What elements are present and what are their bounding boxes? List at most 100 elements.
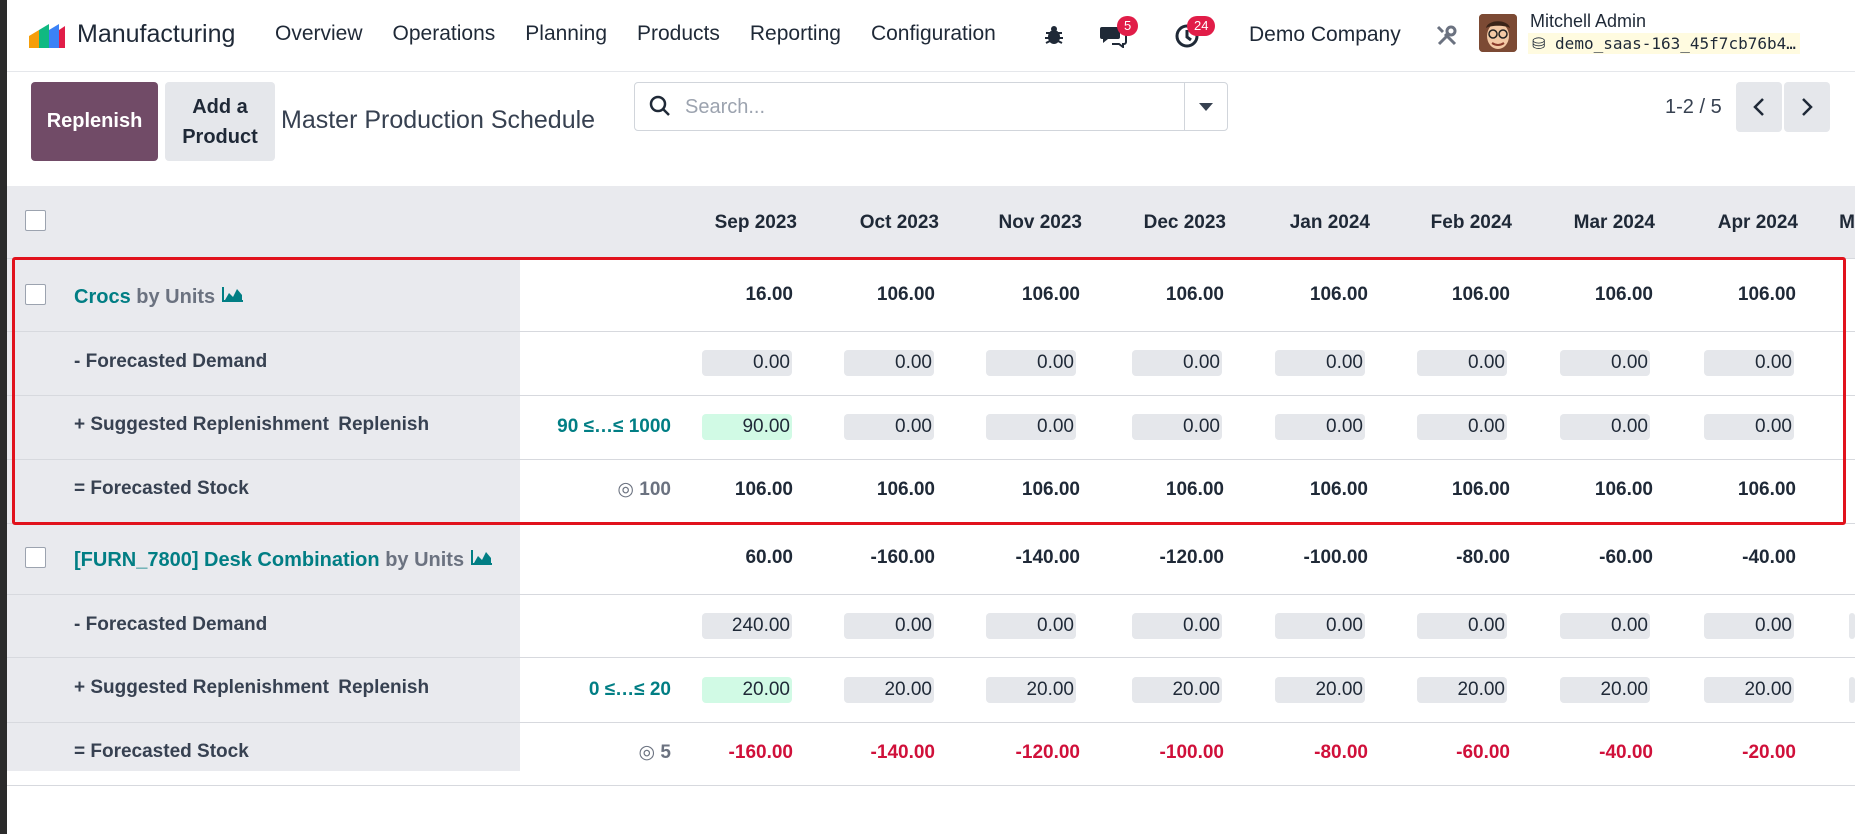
add-product-button[interactable]: Add a Product (165, 82, 275, 161)
month-header: Nov 2023 (998, 212, 1082, 233)
debug-bug-icon[interactable] (1043, 24, 1065, 46)
replenishment-input[interactable]: 20.00 (986, 677, 1076, 703)
replenish-button[interactable]: Replenish (31, 82, 158, 161)
replenishment-input[interactable]: 0.00 (1417, 414, 1507, 440)
starting-inventory-cell: -100.00 (1303, 547, 1368, 568)
top-navbar: Manufacturing Overview Operations Planni… (7, 0, 1855, 72)
forecasted-stock-cell: -140.00 (870, 742, 935, 763)
forecast-demand-input[interactable]: 0.00 (1704, 350, 1794, 376)
replenishment-input[interactable]: 0.00 (1560, 414, 1650, 440)
app-name[interactable]: Manufacturing (77, 20, 236, 48)
replenishment-input[interactable]: 20.00 (702, 677, 792, 703)
starting-inventory-cell: 106.00 (876, 284, 935, 305)
forecast-demand-input[interactable]: 0.00 (1275, 350, 1365, 376)
replenishment-input-clipped[interactable] (1849, 677, 1855, 703)
forecast-demand-input[interactable]: 240.00 (702, 613, 792, 639)
product-header-desk-combination[interactable]: [FURN_7800] Desk Combination by Units (74, 548, 494, 572)
forecast-demand-input[interactable]: 0.00 (1417, 613, 1507, 639)
search-options-toggle[interactable] (1184, 83, 1227, 130)
starting-inventory-cell: -40.00 (1742, 547, 1796, 568)
main-menu: Overview Operations Planning Products Re… (275, 22, 1026, 46)
safety-stock[interactable]: ◎ 5 (638, 742, 671, 763)
starting-inventory-cell: -140.00 (1015, 547, 1080, 568)
forecast-demand-input[interactable]: 0.00 (986, 613, 1076, 639)
forecasted-stock-label: = Forecasted Stock (74, 741, 249, 762)
pager-next-button[interactable] (1784, 82, 1830, 132)
replenishment-input[interactable]: 20.00 (1275, 677, 1365, 703)
forecasted-stock-cell: -100.00 (1159, 742, 1224, 763)
area-chart-icon[interactable] (221, 285, 245, 303)
forecast-demand-input[interactable]: 0.00 (1275, 613, 1365, 639)
menu-configuration[interactable]: Configuration (870, 22, 996, 45)
row-replenish-link[interactable]: Replenish (338, 414, 430, 435)
pager-previous-button[interactable] (1736, 82, 1782, 132)
area-chart-icon[interactable] (470, 548, 494, 566)
min-max-range[interactable]: 0 ≤…≤ 20 (588, 679, 671, 700)
database-icon: ⛁ (1532, 34, 1556, 53)
menu-products[interactable]: Products (637, 22, 720, 45)
forecast-demand-input[interactable]: 0.00 (986, 350, 1076, 376)
pager-value[interactable]: 1-2 / 5 (1665, 96, 1722, 118)
min-max-range[interactable]: 90 ≤…≤ 1000 (557, 416, 671, 437)
forecast-demand-input[interactable]: 0.00 (844, 350, 934, 376)
forecast-demand-input[interactable]: 0.00 (1560, 613, 1650, 639)
replenishment-input[interactable]: 0.00 (986, 414, 1076, 440)
page-title: Master Production Schedule (281, 106, 596, 134)
forecasted-stock-cell: 106.00 (734, 479, 793, 500)
activities-count-badge: 24 (1187, 16, 1216, 36)
replenishment-input[interactable]: 0.00 (844, 414, 934, 440)
month-header: Oct 2023 (859, 212, 939, 233)
product-name[interactable]: Crocs (74, 286, 131, 308)
search-input[interactable] (685, 93, 1155, 121)
forecast-demand-input[interactable]: 0.00 (1704, 613, 1794, 639)
starting-inventory-cell: -80.00 (1456, 547, 1510, 568)
product-name[interactable]: [FURN_7800] Desk Combination (74, 549, 380, 571)
product-header-crocs[interactable]: Crocs by Units (74, 285, 245, 309)
replenishment-input[interactable]: 20.00 (1704, 677, 1794, 703)
product-row-checkbox[interactable] (25, 284, 46, 305)
starting-inventory-cell: 106.00 (1165, 284, 1224, 305)
menu-reporting[interactable]: Reporting (749, 22, 841, 45)
forecast-demand-input[interactable]: 0.00 (1132, 350, 1222, 376)
forecast-demand-input[interactable]: 0.00 (1132, 613, 1222, 639)
search-icon[interactable] (649, 95, 671, 117)
replenishment-input[interactable]: 0.00 (1132, 414, 1222, 440)
forecasted-stock-cell: 106.00 (1021, 479, 1080, 500)
forecast-demand-input[interactable]: 0.00 (702, 350, 792, 376)
forecasted-stock-cell: -160.00 (728, 742, 793, 763)
forecasted-stock-cell: -20.00 (1742, 742, 1796, 763)
replenishment-input[interactable]: 20.00 (844, 677, 934, 703)
replenishment-input[interactable]: 20.00 (1560, 677, 1650, 703)
forecasted-stock-cell: 106.00 (1451, 479, 1510, 500)
row-replenish-link[interactable]: Replenish (338, 677, 430, 698)
forecasted-stock-cell: -60.00 (1456, 742, 1510, 763)
starting-inventory-cell: 60.00 (745, 547, 793, 568)
user-avatar[interactable] (1479, 14, 1517, 52)
forecast-demand-input-clipped[interactable] (1849, 613, 1855, 639)
company-switcher[interactable]: Demo Company (1249, 23, 1401, 46)
user-name[interactable]: Mitchell Admin (1530, 11, 1647, 31)
safety-stock[interactable]: ◎ 100 (617, 479, 671, 500)
messages-count-badge: 5 (1117, 16, 1139, 36)
target-icon: ◎ (617, 479, 635, 500)
replenishment-input[interactable]: 20.00 (1132, 677, 1222, 703)
suggested-replenishment-label: + Suggested Replenishment Replenish (74, 677, 430, 698)
menu-overview[interactable]: Overview (275, 22, 363, 45)
menu-operations[interactable]: Operations (392, 22, 496, 45)
starting-inventory-cell: 106.00 (1737, 284, 1796, 305)
menu-planning[interactable]: Planning (525, 22, 607, 45)
replenishment-input[interactable]: 0.00 (1275, 414, 1365, 440)
replenishment-input[interactable]: 90.00 (702, 414, 792, 440)
forecast-demand-input[interactable]: 0.00 (1417, 350, 1507, 376)
replenishment-input[interactable]: 0.00 (1704, 414, 1794, 440)
month-header: Sep 2023 (714, 212, 797, 233)
month-header: M (1839, 212, 1855, 233)
product-row-checkbox[interactable] (25, 547, 46, 568)
forecast-demand-input[interactable]: 0.00 (1560, 350, 1650, 376)
forecasted-stock-label: = Forecasted Stock (74, 478, 249, 499)
manufacturing-app-icon[interactable] (27, 22, 67, 50)
replenishment-input[interactable]: 20.00 (1417, 677, 1507, 703)
select-all-checkbox[interactable] (25, 210, 46, 231)
tools-icon[interactable] (1435, 24, 1459, 48)
forecast-demand-input[interactable]: 0.00 (844, 613, 934, 639)
